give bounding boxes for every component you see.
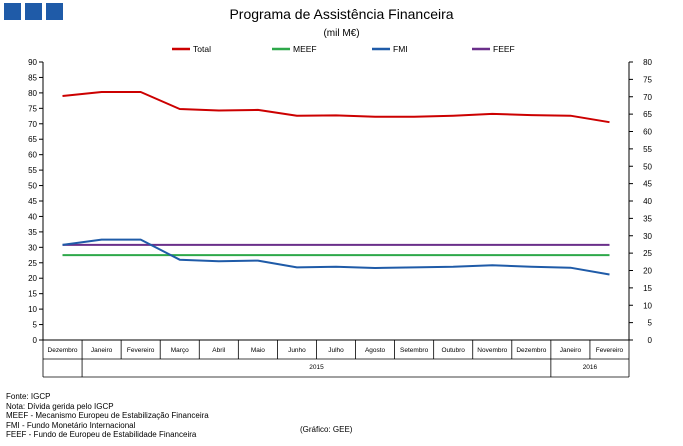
note-line: Nota: Dívida gerida pelo IGCP xyxy=(6,401,114,411)
left-tick-label: 55 xyxy=(28,166,37,175)
left-tick-label: 10 xyxy=(28,305,37,314)
notes: Fonte: IGCP Nota: Dívida gerida pelo IGC… xyxy=(6,392,209,440)
right-tick-label: 80 xyxy=(643,58,652,67)
right-tick-label: 20 xyxy=(643,267,652,276)
x-tick-label: Fevereiro xyxy=(127,347,155,354)
chart-title: Programa de Assistência Financeira xyxy=(229,6,454,22)
left-tick-label: 50 xyxy=(28,182,37,191)
left-tick-label: 5 xyxy=(33,321,38,330)
x-tick-label: Fevereiro xyxy=(596,347,624,354)
x-tick-label: Setembro xyxy=(400,347,429,354)
right-tick-label: 5 xyxy=(648,319,653,328)
note-line: Fonte: IGCP xyxy=(6,392,51,401)
right-tick-label: 75 xyxy=(643,75,652,84)
left-tick-label: 65 xyxy=(28,135,37,144)
x-tick-label: Janeiro xyxy=(91,347,113,354)
x-tick-label: Dezembro xyxy=(516,347,546,354)
right-tick-label: 25 xyxy=(643,249,652,258)
left-tick-label: 40 xyxy=(28,212,37,221)
right-tick-label: 35 xyxy=(643,214,652,223)
x-tick-label: Julho xyxy=(328,347,344,354)
x-tick-label: Abril xyxy=(212,347,226,354)
x-tick-label: Novembro xyxy=(477,347,507,354)
logo-square-2 xyxy=(25,3,42,20)
logo xyxy=(4,3,63,20)
left-tick-label: 75 xyxy=(28,104,37,113)
x-tick-label: Dezembro xyxy=(48,347,78,354)
legend-label-total: Total xyxy=(193,44,211,54)
right-tick-label: 65 xyxy=(643,110,652,119)
legend-label-meef: MEEF xyxy=(293,44,317,54)
series-line-fmi xyxy=(62,238,610,276)
left-tick-label: 15 xyxy=(28,290,37,299)
right-tick-label: 0 xyxy=(648,336,653,345)
right-tick-label: 30 xyxy=(643,232,652,241)
right-tick-label: 60 xyxy=(643,128,652,137)
right-tick-label: 70 xyxy=(643,93,652,102)
chart-subtitle: (mil M€) xyxy=(323,28,360,39)
right-tick-label: 45 xyxy=(643,180,652,189)
legend-label-fmi: FMI xyxy=(393,44,408,54)
note-line: FEEF - Fundo de Europeu de Estabilidade … xyxy=(6,430,197,439)
left-tick-label: 45 xyxy=(28,197,37,206)
left-tick-label: 30 xyxy=(28,243,37,252)
right-tick-label: 15 xyxy=(643,284,652,293)
legend-label-feef: FEEF xyxy=(493,44,515,54)
left-tick-label: 35 xyxy=(28,228,37,237)
right-tick-label: 40 xyxy=(643,197,652,206)
right-tick-label: 10 xyxy=(643,301,652,310)
year-label: 2016 xyxy=(583,364,598,371)
note-line: MEEF - Mecanismo Europeu de Estabilizaçã… xyxy=(6,411,209,420)
left-tick-label: 80 xyxy=(28,89,37,98)
x-tick-label: Março xyxy=(171,347,189,354)
left-tick-label: 90 xyxy=(28,58,37,67)
logo-square-3 xyxy=(46,3,63,20)
x-tick-label: Outubro xyxy=(441,347,465,354)
left-tick-label: 20 xyxy=(28,274,37,283)
right-tick-label: 55 xyxy=(643,145,652,154)
x-tick-label: Janeiro xyxy=(560,347,582,354)
left-tick-label: 70 xyxy=(28,120,37,129)
x-tick-label: Agosto xyxy=(365,347,386,354)
chart-credit: (Gráfico: GEE) xyxy=(300,425,353,434)
series-line-total xyxy=(62,91,610,124)
left-tick-label: 60 xyxy=(28,151,37,160)
left-tick-label: 0 xyxy=(33,336,38,345)
x-tick-label: Junho xyxy=(288,347,306,354)
left-tick-label: 25 xyxy=(28,259,37,268)
note-line: FMI - Fundo Monetário Internacional xyxy=(6,420,136,430)
left-tick-label: 85 xyxy=(28,73,37,82)
right-tick-label: 50 xyxy=(643,162,652,171)
x-tick-label: Maio xyxy=(251,347,265,354)
year-label: 2015 xyxy=(309,364,324,371)
logo-square-1 xyxy=(4,3,21,20)
